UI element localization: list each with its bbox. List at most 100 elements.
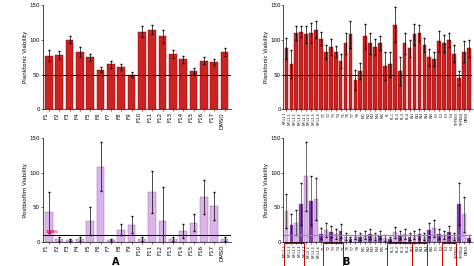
Bar (358, 71, 362, 109)
Bar (300, 204, 303, 242)
Bar (447, 232, 451, 242)
Bar (284, 48, 288, 109)
Bar (403, 43, 407, 109)
Bar (368, 43, 372, 109)
Bar (339, 61, 343, 109)
Y-axis label: Planktonic Viability: Planktonic Viability (23, 31, 28, 83)
Bar (428, 57, 431, 109)
Bar (344, 236, 347, 242)
Bar (348, 239, 352, 242)
Bar (358, 236, 362, 242)
Text: B: B (342, 257, 350, 266)
Bar (190, 71, 198, 109)
Bar (221, 52, 228, 109)
Bar (329, 232, 333, 242)
Bar (398, 235, 401, 242)
Bar (66, 240, 73, 242)
Text: 10%: 10% (49, 230, 59, 234)
Bar (290, 64, 293, 109)
Bar (364, 235, 367, 242)
Bar (148, 30, 156, 109)
Bar (97, 70, 104, 109)
Bar (354, 80, 357, 109)
Bar (118, 67, 125, 109)
Bar (368, 234, 372, 242)
Bar (45, 56, 53, 109)
Bar (408, 236, 411, 242)
Bar (300, 32, 303, 109)
Bar (364, 36, 367, 109)
Bar (452, 236, 456, 242)
Bar (304, 34, 308, 109)
Text: A: A (112, 257, 120, 266)
Bar (45, 212, 53, 242)
Bar (284, 211, 288, 242)
Bar (169, 54, 177, 109)
Bar (128, 74, 136, 109)
Bar (118, 230, 125, 242)
Bar (138, 32, 146, 109)
Bar (179, 59, 187, 109)
Text: 10%: 10% (46, 230, 56, 234)
Bar (393, 232, 397, 242)
Bar (348, 34, 352, 109)
Bar (418, 234, 421, 242)
Bar (422, 236, 426, 242)
Bar (413, 34, 416, 109)
Bar (200, 197, 208, 242)
Bar (442, 235, 446, 242)
Bar (309, 33, 313, 109)
Bar (324, 230, 328, 242)
Bar (159, 36, 166, 109)
Bar (422, 45, 426, 109)
Bar (438, 234, 441, 242)
Bar (393, 25, 397, 109)
Bar (428, 230, 431, 242)
Bar (314, 199, 318, 242)
Bar (432, 228, 436, 242)
Bar (413, 235, 416, 242)
Bar (373, 236, 377, 242)
Bar (76, 239, 84, 242)
Bar (442, 43, 446, 109)
Bar (438, 41, 441, 109)
Bar (169, 239, 177, 242)
Bar (55, 55, 63, 109)
Bar (354, 235, 357, 242)
Bar (210, 206, 218, 242)
Bar (221, 239, 228, 242)
Bar (383, 66, 387, 109)
Bar (294, 33, 298, 109)
Bar (378, 235, 382, 242)
Bar (398, 71, 401, 109)
Bar (314, 30, 318, 109)
Bar (447, 40, 451, 109)
Bar (290, 225, 293, 242)
Bar (309, 201, 313, 242)
Bar (339, 231, 343, 242)
Bar (467, 48, 471, 109)
Bar (86, 57, 94, 109)
Bar (334, 234, 337, 242)
Y-axis label: Planktonic Viability: Planktonic Viability (264, 31, 269, 83)
Bar (319, 39, 323, 109)
Bar (128, 225, 136, 242)
Bar (294, 223, 298, 242)
Bar (159, 221, 166, 242)
Bar (304, 176, 308, 242)
Bar (76, 52, 84, 109)
Bar (344, 43, 347, 109)
Bar (107, 64, 115, 109)
Bar (388, 239, 392, 242)
Bar (148, 192, 156, 242)
Bar (403, 234, 407, 242)
Bar (329, 47, 333, 109)
Bar (457, 78, 461, 109)
Bar (200, 61, 208, 109)
Bar (190, 223, 198, 242)
Bar (378, 43, 382, 109)
Bar (66, 40, 73, 109)
Bar (86, 221, 94, 242)
Bar (408, 48, 411, 109)
Bar (324, 52, 328, 109)
